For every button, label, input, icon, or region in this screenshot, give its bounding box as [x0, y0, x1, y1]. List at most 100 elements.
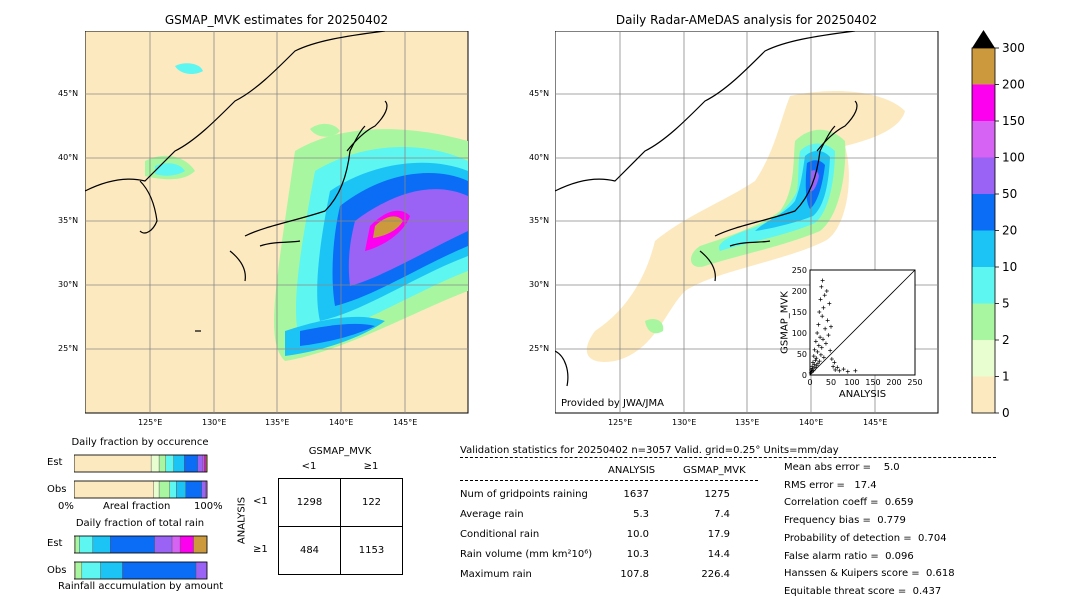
colorbar-box-3	[972, 267, 995, 304]
validation-header: Validation statistics for 20250402 n=305…	[460, 445, 839, 456]
validation-row-label: Num of gridpoints raining	[460, 489, 588, 500]
scatter-xtick-150: 150	[865, 378, 880, 387]
colorbar-box-5	[972, 194, 995, 231]
right-lon-140: 140°E	[799, 418, 824, 427]
colorbar-label-300: 300	[1002, 41, 1025, 55]
contingency-ylabel: ANALYSIS	[236, 496, 248, 545]
contingency-grid: 1298 122 484 1153	[278, 478, 403, 575]
bar-frame-est	[74, 454, 208, 473]
colorbar-box-6	[972, 157, 995, 194]
contingency-cell-hit-none: 1298	[296, 497, 323, 508]
bar-segment-est-3	[165, 454, 174, 473]
scatter-point	[845, 369, 850, 374]
bar-segment-est-6	[197, 454, 204, 473]
occurrence-row-est: Est	[47, 457, 63, 468]
colorbar-label-200: 200	[1002, 78, 1025, 92]
left-lon-145: 145°E	[393, 418, 418, 427]
bar-segment-obs-5	[195, 561, 208, 580]
left-map-title: GSMAP_MVK estimates for 20250402	[164, 13, 389, 27]
bar-segment-obs-0	[74, 480, 155, 499]
validation-row-label: Rain volume (mm km²10⁶)	[460, 549, 593, 560]
scatter-xtick-0: 0	[807, 378, 812, 387]
scatter-point	[827, 301, 832, 306]
left-lon-135: 135°E	[265, 418, 290, 427]
validation-row-gsmap: 17.9	[707, 529, 730, 540]
validation-score: Probability of detection = 0.704	[784, 532, 947, 544]
scatter-ytick-50: 50	[797, 350, 807, 359]
scatter-point	[820, 278, 825, 283]
scatter-point	[818, 335, 823, 340]
scatter-point	[826, 333, 831, 338]
scatter-point	[819, 284, 824, 289]
right-lat-45: 45°N	[529, 89, 550, 98]
left-lon-125: 125°E	[138, 418, 163, 427]
scatter-point	[823, 341, 828, 346]
scatter-point	[817, 359, 822, 364]
scatter-point	[812, 362, 817, 367]
right-lon-135: 135°E	[735, 418, 760, 427]
bar-segment-obs-4	[122, 561, 197, 580]
scatter-point	[810, 364, 815, 369]
bar-segment-est-2	[79, 535, 94, 554]
bar-segment-est-1	[75, 535, 80, 554]
validation-col-analysis: ANALYSIS	[608, 465, 656, 476]
scatter-ytick-100: 100	[792, 329, 807, 338]
scatter-point	[811, 354, 816, 359]
scatter-ytick-200: 200	[792, 287, 807, 296]
scatter-point	[812, 347, 817, 352]
scatter-xtick-200: 200	[886, 378, 901, 387]
scatter-point	[817, 310, 822, 314]
validation-row-analysis: 10.3	[626, 549, 649, 560]
bar-frame-obs	[74, 480, 208, 499]
colorbar-box-0	[972, 376, 995, 413]
colorbar-label-10: 10	[1002, 260, 1017, 274]
validation-row-analysis: 10.0	[626, 529, 649, 540]
scatter-point	[814, 356, 819, 361]
right-lat-40: 40°N	[529, 153, 550, 162]
contingency-row-ge1: ≥1	[253, 544, 268, 555]
contingency-title: GSMAP_MVK	[308, 446, 372, 457]
bar-segment-est-4	[173, 454, 185, 473]
scatter-point	[829, 324, 833, 329]
left-lat-30: 30°N	[58, 280, 79, 289]
contingency-cell-miss: 484	[299, 545, 320, 556]
contingency-row-lt1: <1	[253, 496, 268, 507]
bar-segment-est-1	[150, 454, 160, 473]
scatter-point	[815, 331, 820, 335]
colorbar-label-100: 100	[1002, 151, 1025, 165]
bar-segment-obs-2	[81, 561, 101, 580]
total-row-est: Est	[47, 538, 63, 549]
scatter-point	[821, 305, 826, 310]
left-lat-40: 40°N	[58, 153, 79, 162]
left-lat-45: 45°N	[58, 89, 79, 98]
occurrence-axis-mid: Areal fraction	[103, 501, 171, 512]
scatter-point	[820, 314, 825, 319]
scatter-point	[818, 352, 823, 357]
scatter-xtick-50: 50	[826, 378, 836, 387]
scatter-ytick-250: 250	[792, 266, 807, 275]
left-lat-35: 35°N	[58, 216, 79, 225]
scatter-point	[819, 345, 824, 350]
validation-col-rule	[460, 480, 758, 481]
left-lon-140: 140°E	[329, 418, 354, 427]
validation-row-label: Conditional rain	[460, 529, 540, 540]
colorbar-extend-arrow	[972, 30, 995, 48]
validation-row-gsmap: 14.4	[707, 549, 730, 560]
scatter-point	[823, 326, 828, 331]
scatter-point	[831, 364, 836, 369]
scatter-point	[815, 349, 820, 354]
scatter-point	[816, 343, 821, 348]
scatter-point	[813, 358, 818, 363]
colorbar-label-2: 2	[1002, 333, 1010, 347]
scatter-point	[841, 367, 846, 372]
validation-score: Equitable threat score = 0.437	[784, 585, 942, 597]
scatter-point	[821, 355, 826, 360]
scatter-point	[829, 357, 834, 362]
validation-row-analysis: 107.8	[620, 569, 649, 580]
occurrence-bars	[74, 454, 208, 499]
total-row-obs: Obs	[47, 565, 67, 576]
colorbar-box-1	[972, 340, 995, 377]
validation-score: Mean abs error = 5.0	[784, 462, 900, 473]
scatter-point	[835, 365, 840, 370]
colorbar-label-1: 1	[1002, 370, 1010, 384]
